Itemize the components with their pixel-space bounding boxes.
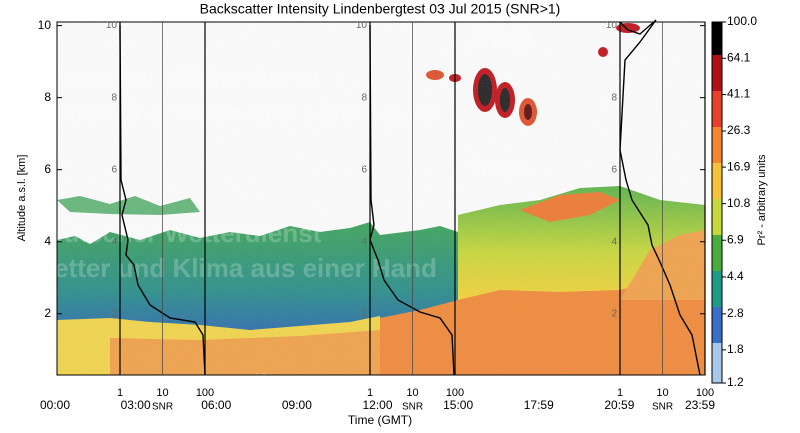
watermark-text: Wetter und Klima aus einer Hand	[30, 98, 437, 128]
inset-altitude-label: 10	[356, 20, 368, 31]
colorbar-tick-label: 6.9	[727, 232, 744, 246]
x-axis-label: Time (GMT)	[348, 413, 412, 427]
y-axis-label: Altitude a.s.l. [km]	[16, 155, 28, 242]
inset-altitude-label: 4	[361, 236, 367, 247]
snr-profile	[119, 19, 701, 376]
colorbar-tick-label: 1.8	[727, 342, 744, 356]
watermark-text: Deutscher Wetterdienst	[30, 218, 322, 248]
x-tick-label: 17:59	[524, 398, 554, 412]
inset-altitude-label: 10	[106, 20, 118, 31]
snr-tick-label: 100	[196, 387, 214, 399]
snr-axis-label: SNR	[402, 402, 423, 413]
inset-altitude-label: 2	[361, 308, 367, 319]
colorbar-tick-label: 26.3	[727, 123, 751, 137]
colorbar-tick-label: 100.0	[727, 14, 757, 28]
chart-title: Backscatter Intensity Lindenbergtest 03 …	[200, 1, 561, 17]
colorbar-tick-label: 64.1	[727, 50, 751, 64]
snr-tick-label: 1	[367, 387, 373, 399]
snr-axis-label: SNR	[652, 402, 673, 413]
watermark-text: DWD	[470, 153, 532, 183]
watermark-text: Deutscher Wetterdienst	[30, 368, 322, 398]
watermark: Deutscher Wetterdienst Wetter und Klima …	[30, 23, 532, 433]
snr-tick-label: 1	[117, 387, 123, 399]
colorbar-tick-label: 4.4	[727, 269, 744, 283]
inset-altitude-label: 10	[606, 20, 618, 31]
snr-axis-label: SNR	[152, 402, 173, 413]
inset-altitude-label: 8	[361, 92, 367, 103]
y-tick-label: 8	[44, 90, 51, 104]
snr-tick-label: 100	[696, 387, 714, 399]
snr-tick-label: 1	[617, 387, 623, 399]
x-tick-label: 12:00	[362, 398, 392, 412]
watermark-text: Wetter und Klima aus einer Hand	[30, 403, 437, 433]
snr-tick-label: 10	[406, 387, 418, 399]
colorbar	[711, 21, 723, 384]
inset-altitude-label: 6	[611, 164, 617, 175]
snr-tick-label: 100	[446, 387, 464, 399]
inset-altitude-label: 8	[111, 92, 117, 103]
colorbar-tick-label: 10.8	[727, 196, 751, 210]
snr-tick-label: 10	[656, 387, 668, 399]
colorbar-tick-label: 16.9	[727, 159, 751, 173]
x-tick-label: 23:59	[685, 398, 715, 412]
watermark-text: Wetter und Klima aus einer Hand	[30, 253, 437, 283]
watermark-text: Deutscher Wetterdienst	[30, 63, 322, 93]
colorbar-label: Pr² - arbitrary units	[756, 154, 768, 246]
x-tick-label: 06:00	[201, 398, 231, 412]
inset-altitude-label: 2	[611, 308, 617, 319]
inset-altitude-label: 8	[611, 92, 617, 103]
x-tick-label: 20:59	[604, 398, 634, 412]
inset-altitude-label: 4	[611, 236, 617, 247]
colorbar-tick-label: 2.8	[727, 306, 744, 320]
colorbar-tick-label: 41.1	[727, 87, 751, 101]
watermark-text: DWD	[470, 23, 532, 53]
inset-altitude-label: 6	[111, 164, 117, 175]
y-tick-label: 2	[44, 306, 51, 320]
x-tick-label: 00:00	[40, 398, 70, 412]
inset-altitude-label: 4	[111, 236, 117, 247]
x-tick-label: 03:00	[121, 398, 151, 412]
colorbar-tick-label: 1.2	[727, 375, 744, 389]
x-tick-label: 15:00	[443, 398, 473, 412]
inset-altitude-label: 2	[111, 308, 117, 319]
x-tick-label: 09:00	[282, 398, 312, 412]
y-tick-label: 10	[38, 18, 52, 32]
y-tick-label: 6	[44, 162, 51, 176]
snr-tick-label: 10	[156, 387, 168, 399]
y-tick-label: 4	[44, 234, 51, 248]
heatmap-field	[57, 22, 705, 375]
inset-altitude-label: 6	[361, 164, 367, 175]
